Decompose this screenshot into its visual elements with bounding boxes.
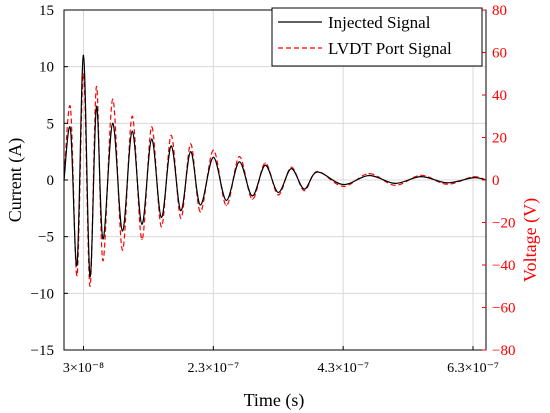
y-right-tick-label: −20 — [492, 216, 515, 232]
x-axis-title: Time (s) — [244, 390, 305, 411]
data-point-injected-signal — [264, 164, 266, 166]
right-axis-ticks: −80 −60 −40 −20 0 20 40 60 80 — [482, 3, 515, 359]
data-point-lvdt-port-signal — [290, 166, 292, 168]
data-point-lvdt-port-signal — [89, 285, 91, 287]
data-point-lvdt-port-signal — [225, 204, 227, 207]
data-point-lvdt-port-signal — [121, 249, 124, 251]
y-right-tick-label: 0 — [492, 173, 500, 189]
data-point-injected-signal — [180, 210, 182, 212]
data-point-injected-signal — [303, 188, 305, 190]
series-line-lvdt-port-signal — [63, 73, 487, 287]
data-point-injected-signal — [251, 195, 253, 197]
x-axis-ticks: 3×10⁻⁸ 2.3×10⁻⁷ 4.3×10⁻⁷ 6.3×10⁻⁷ — [63, 346, 499, 376]
data-point-lvdt-port-signal — [277, 194, 279, 196]
data-point-injected-signal — [151, 138, 153, 140]
data-point-lvdt-port-signal — [141, 238, 143, 241]
data-point-lvdt-port-signal — [368, 173, 370, 175]
data-point-injected-signal — [199, 204, 201, 206]
data-point-injected-signal — [160, 216, 162, 218]
data-point-injected-signal — [89, 275, 91, 277]
y-right-tick-label: 40 — [492, 88, 507, 104]
y-left-tick-label: −5 — [38, 230, 54, 246]
y-right-tick-label: 80 — [492, 3, 507, 19]
data-point-lvdt-port-signal — [69, 107, 72, 109]
data-point-lvdt-port-signal — [160, 226, 162, 228]
y-left-tick-label: −15 — [31, 343, 54, 359]
data-point-lvdt-port-signal — [76, 275, 78, 277]
data-point-injected-signal — [420, 176, 422, 178]
data-point-lvdt-port-signal — [82, 73, 85, 75]
legend: Injected Signal LVDT Port Signal — [271, 7, 483, 67]
data-point-lvdt-port-signal — [95, 85, 98, 88]
x-tick-label: 6.3×10⁻⁷ — [447, 361, 499, 376]
data-point-injected-signal — [131, 130, 133, 132]
data-point-lvdt-port-signal — [420, 174, 422, 176]
y-left-tick-label: 10 — [39, 60, 54, 76]
data-point-lvdt-port-signal — [212, 149, 214, 151]
y-left-tick-label: 0 — [47, 173, 55, 189]
data-point-injected-signal — [141, 223, 143, 225]
y-right-tick-label: −80 — [492, 343, 515, 359]
series-line-injected-signal — [63, 54, 487, 277]
legend-label-injected-signal: Injected Signal — [328, 13, 431, 32]
data-point-injected-signal — [69, 128, 72, 130]
y-axis-left-title: Current (A) — [5, 138, 26, 222]
legend-box — [271, 7, 483, 67]
data-point-lvdt-port-signal — [180, 217, 182, 219]
data-point-injected-signal — [95, 105, 98, 107]
legend-label-lvdt-port-signal: LVDT Port Signal — [328, 39, 452, 58]
data-point-lvdt-port-signal — [303, 190, 305, 192]
x-tick-label: 4.3×10⁻⁷ — [317, 361, 369, 376]
data-point-lvdt-port-signal — [342, 185, 344, 187]
data-point-lvdt-port-signal — [151, 126, 153, 128]
y-right-tick-label: −40 — [492, 258, 515, 274]
y-left-tick-label: 5 — [47, 116, 55, 132]
data-point-lvdt-port-signal — [446, 183, 448, 185]
data-point-lvdt-port-signal — [170, 134, 172, 136]
data-point-injected-signal — [121, 230, 124, 232]
data-point-injected-signal — [342, 183, 344, 186]
data-point-injected-signal — [82, 54, 85, 56]
data-point-injected-signal — [190, 151, 192, 153]
data-point-lvdt-port-signal — [131, 115, 133, 117]
data-point-lvdt-port-signal — [238, 156, 240, 158]
data-point-injected-signal — [212, 156, 214, 158]
data-point-injected-signal — [112, 122, 114, 124]
y-right-tick-label: 20 — [492, 131, 507, 147]
data-point-injected-signal — [368, 174, 370, 177]
data-point-injected-signal — [170, 145, 172, 147]
x-tick-label: 3×10⁻⁸ — [63, 361, 104, 376]
data-point-lvdt-port-signal — [112, 98, 114, 100]
data-point-injected-signal — [394, 182, 396, 184]
data-point-lvdt-port-signal — [199, 211, 201, 213]
data-point-injected-signal — [316, 171, 318, 173]
data-point-injected-signal — [290, 168, 292, 170]
data-point-injected-signal — [225, 199, 227, 201]
data-point-injected-signal — [238, 161, 240, 163]
y-axis-right-title: Voltage (V) — [520, 198, 541, 282]
data-point-lvdt-port-signal — [190, 143, 192, 145]
x-tick-label: 2.3×10⁻⁷ — [187, 361, 239, 376]
series-lines — [63, 54, 487, 287]
y-right-tick-label: −60 — [492, 301, 515, 317]
y-left-tick-label: 15 — [39, 3, 54, 19]
data-point-injected-signal — [472, 177, 474, 179]
data-point-injected-signal — [446, 182, 448, 184]
data-point-lvdt-port-signal — [264, 162, 266, 164]
data-point-lvdt-port-signal — [394, 184, 396, 186]
y-left-tick-label: −10 — [31, 286, 54, 302]
data-point-injected-signal — [102, 238, 104, 240]
data-point-lvdt-port-signal — [102, 260, 104, 262]
left-axis-ticks: −15 −10 −5 0 5 10 15 — [31, 3, 68, 359]
y-right-tick-label: 60 — [492, 46, 507, 62]
data-point-injected-signal — [277, 191, 279, 194]
data-point-injected-signal — [76, 264, 78, 266]
data-point-lvdt-port-signal — [251, 198, 253, 200]
